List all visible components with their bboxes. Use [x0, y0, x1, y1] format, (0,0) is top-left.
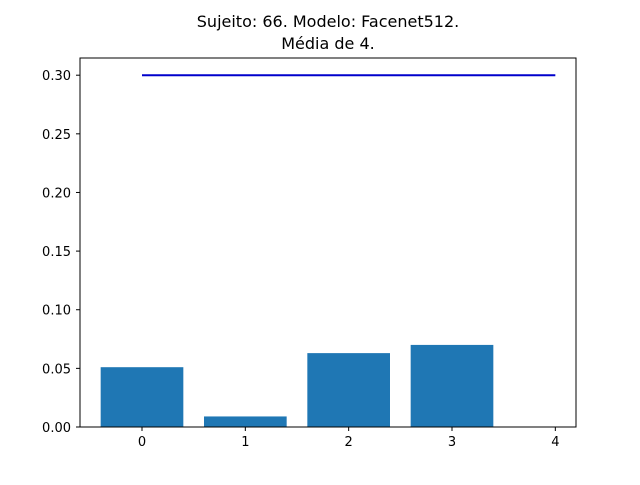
- y-tick-label-0.25: 0.25: [42, 128, 71, 143]
- y-tick-label-0.10: 0.10: [42, 304, 71, 319]
- y-axis-ticks: 0.00 0.05 0.10 0.15 0.20 0.25 0.30: [42, 69, 80, 436]
- x-tick-label-3: 3: [448, 435, 456, 450]
- x-axis-ticks: 0 1 2 3 4: [138, 427, 559, 450]
- x-tick-label-0: 0: [138, 435, 146, 450]
- chart-title-line1: Sujeito: 66. Modelo: Facenet512.: [197, 12, 459, 31]
- y-tick-label-0.15: 0.15: [42, 245, 71, 260]
- bar-2: [307, 353, 390, 427]
- bar-3: [410, 344, 494, 427]
- chart-title-line2: Média de 4.: [281, 34, 375, 53]
- x-tick-label-4: 4: [551, 435, 559, 450]
- axes-layer: [79, 57, 577, 428]
- y-tick-label-0.00: 0.00: [42, 421, 71, 436]
- x-tick-label-1: 1: [241, 435, 249, 450]
- y-tick-label-0.30: 0.30: [42, 69, 71, 84]
- bars-layer: [100, 344, 494, 427]
- bar-1: [204, 416, 287, 427]
- x-tick-label-2: 2: [345, 435, 353, 450]
- plot-frame: [79, 57, 577, 428]
- y-tick-label-0.20: 0.20: [42, 186, 71, 201]
- y-tick-label-0.05: 0.05: [42, 362, 71, 377]
- bar-0: [100, 367, 184, 427]
